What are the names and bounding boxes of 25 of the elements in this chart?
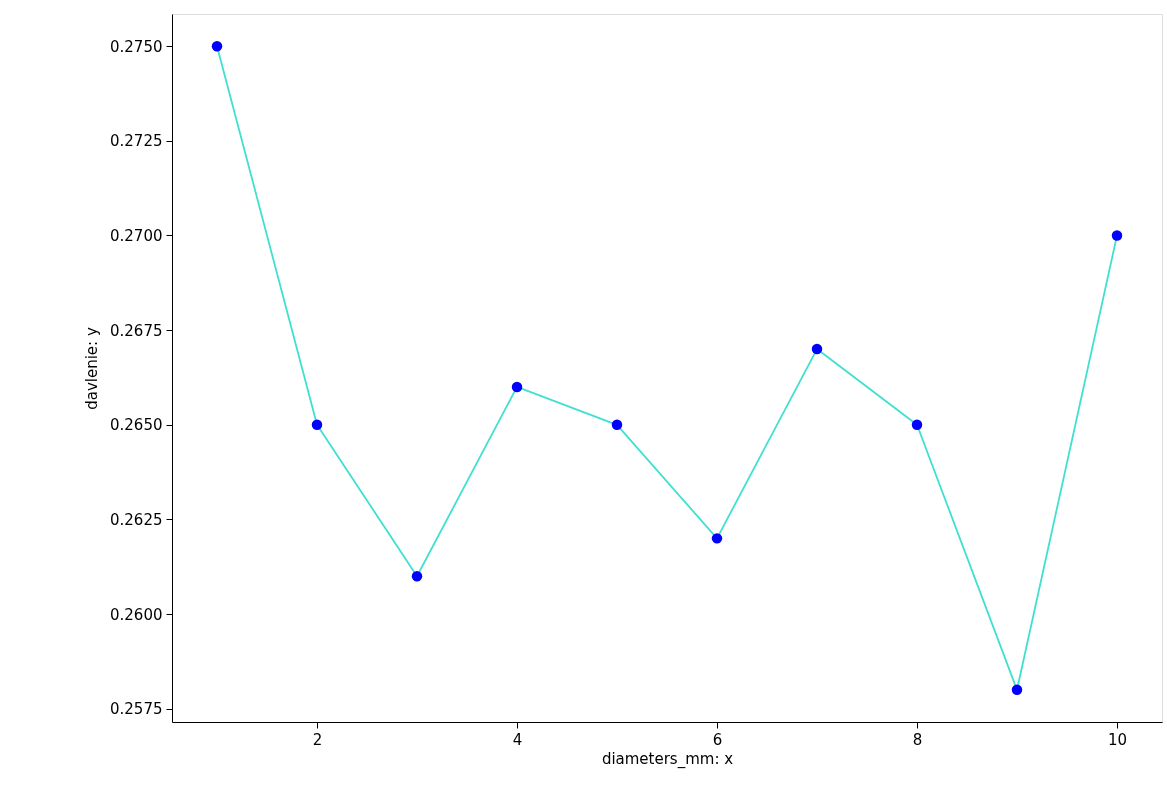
y-tick-label: 0.2750 [110,37,163,56]
x-tick-label: 6 [712,730,723,749]
point [611,419,623,431]
x-tick-label: 8 [912,730,923,749]
point [1011,684,1023,696]
y-tick-label: 0.2650 [110,416,163,435]
x-tick-label: 2 [312,730,323,749]
point [911,419,923,431]
y-tick-label: 0.2625 [110,510,163,529]
x-axis-title: diameters_mm: x [601,749,734,769]
point [311,419,323,431]
y-tick-label: 0.2675 [110,321,163,340]
point [411,571,423,582]
x-tick-label: 4 [512,730,523,749]
y-tick-label: 0.2725 [110,132,163,151]
point [511,381,523,393]
y-tick-label: 0.2575 [110,700,163,719]
y-tick-label: 0.2600 [110,605,163,624]
y-axis-title: davlenie: y [83,327,102,410]
point [1111,230,1123,241]
y-tick-label: 0.2700 [110,226,163,245]
point [211,40,223,52]
x-tick-label: 10 [1107,730,1128,749]
point [811,343,823,355]
point [711,533,723,544]
